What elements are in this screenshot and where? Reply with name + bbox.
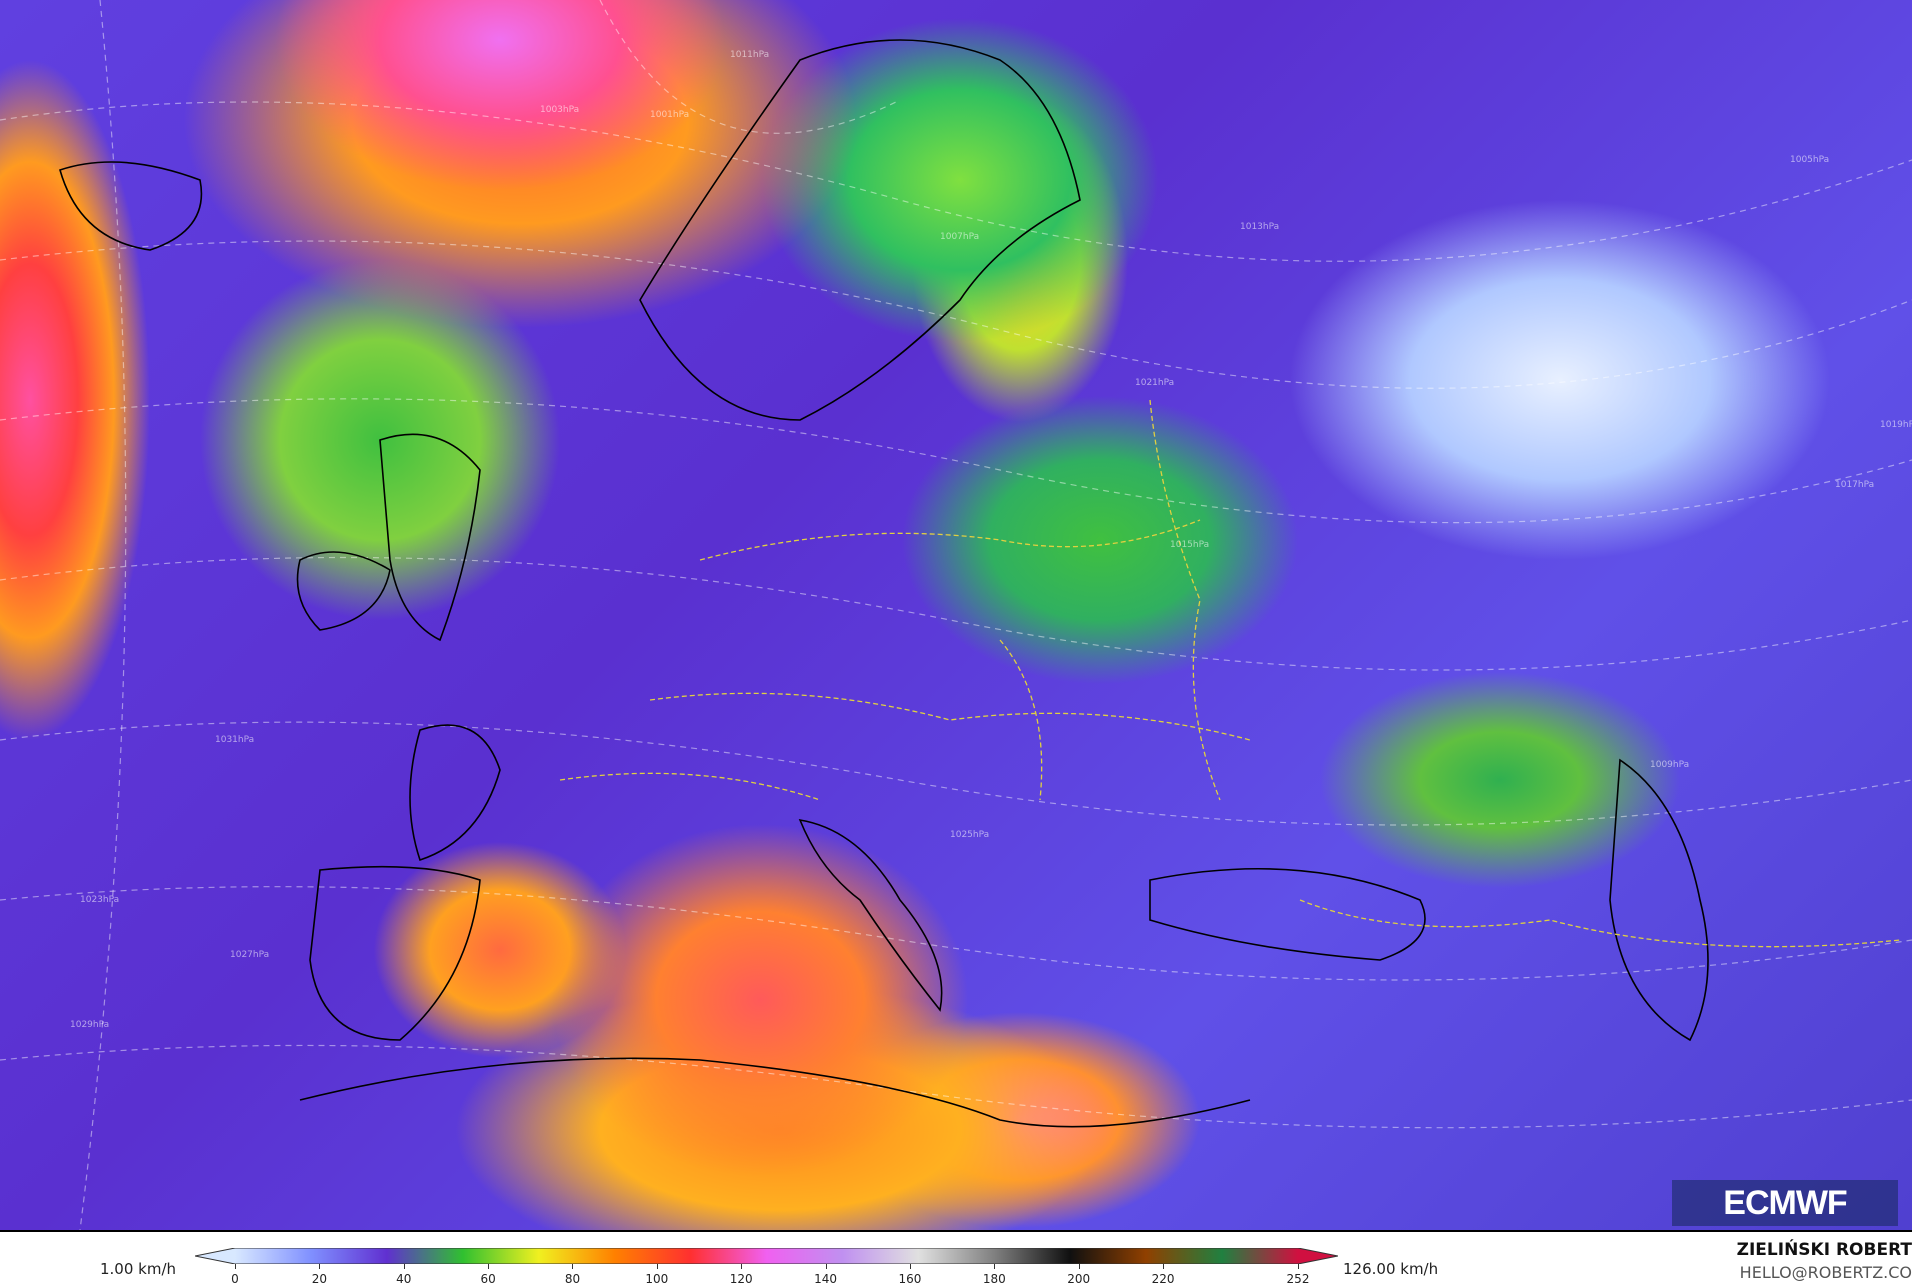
tick-mark <box>1078 1264 1080 1269</box>
tick-mark <box>235 1264 236 1269</box>
isobar-label: 1027hPa <box>230 950 270 960</box>
legend-max-label: 126.00 km/h <box>1343 1260 1439 1278</box>
tick-mark <box>994 1264 996 1269</box>
colorbar-legend: 1.00 km/h 0 20 40 60 80 100 120 140 160 180 200 220… <box>0 1232 1912 1287</box>
isobar-label: 1017hPa <box>1835 480 1875 490</box>
tick-label: 20 <box>311 1272 327 1286</box>
tick-label: 160 <box>898 1272 922 1286</box>
tick-mark <box>572 1264 574 1269</box>
tick-mark <box>488 1264 490 1269</box>
ecmwf-logo-text: ECMWF <box>1723 1183 1847 1222</box>
author-credit: ZIELIŃSKI ROBERT <box>1736 1240 1912 1260</box>
tick-mark <box>741 1264 743 1269</box>
coastlines <box>59 39 1709 1128</box>
isobar-label: 1001hPa <box>650 110 690 120</box>
tick-label: 60 <box>480 1272 496 1286</box>
tick-mark <box>1163 1264 1165 1269</box>
tick-label: 180 <box>982 1272 1006 1286</box>
wind-speed-map: 1003hPa 1001hPa 1011hPa 1005hPa 1013hPa … <box>0 0 1912 1232</box>
tick-mark <box>656 1264 658 1269</box>
isobar-label: 1013hPa <box>1240 222 1280 232</box>
isobar-label: 1015hPa <box>1170 540 1210 550</box>
isobar-label: 1025hPa <box>950 830 990 840</box>
author-email: HELLO@ROBERTZ.CO <box>1739 1263 1912 1282</box>
tick-mark <box>909 1264 911 1269</box>
tick-label: 100 <box>645 1272 669 1286</box>
isobar-label: 1007hPa <box>940 232 980 242</box>
tick-mark <box>319 1264 321 1269</box>
tick-mark <box>825 1264 827 1269</box>
isobar-label: 1009hPa <box>1650 760 1690 770</box>
isobar-label: 1023hPa <box>80 895 120 905</box>
tick-label: 80 <box>564 1272 581 1286</box>
tick-mark <box>1298 1264 1299 1269</box>
isobar-label: 1019hPa <box>1880 420 1912 430</box>
isobar-label: 1003hPa <box>540 105 580 115</box>
isobar-label: 1029hPa <box>70 1020 110 1030</box>
tick-label: 0 <box>231 1272 239 1286</box>
tick-label: 40 <box>396 1272 412 1286</box>
colorbar <box>195 1248 1338 1264</box>
tick-label: 140 <box>814 1272 837 1286</box>
isobar-label: 1011hPa <box>730 50 770 60</box>
tick-label: 120 <box>729 1272 753 1286</box>
ecmwf-logo: ECMWF <box>1672 1180 1898 1226</box>
isobar-label: 1005hPa <box>1790 155 1830 165</box>
isobar-lines <box>59 39 1901 1128</box>
tick-label: 220 <box>1151 1272 1175 1286</box>
isobar-label: 1021hPa <box>1135 378 1175 388</box>
legend-min-label: 1.00 km/h <box>100 1260 177 1278</box>
tick-mark <box>403 1264 405 1269</box>
isobar-label: 1031hPa <box>215 735 255 745</box>
tick-label: 252 <box>1286 1272 1310 1286</box>
tick-label: 200 <box>1067 1272 1091 1286</box>
